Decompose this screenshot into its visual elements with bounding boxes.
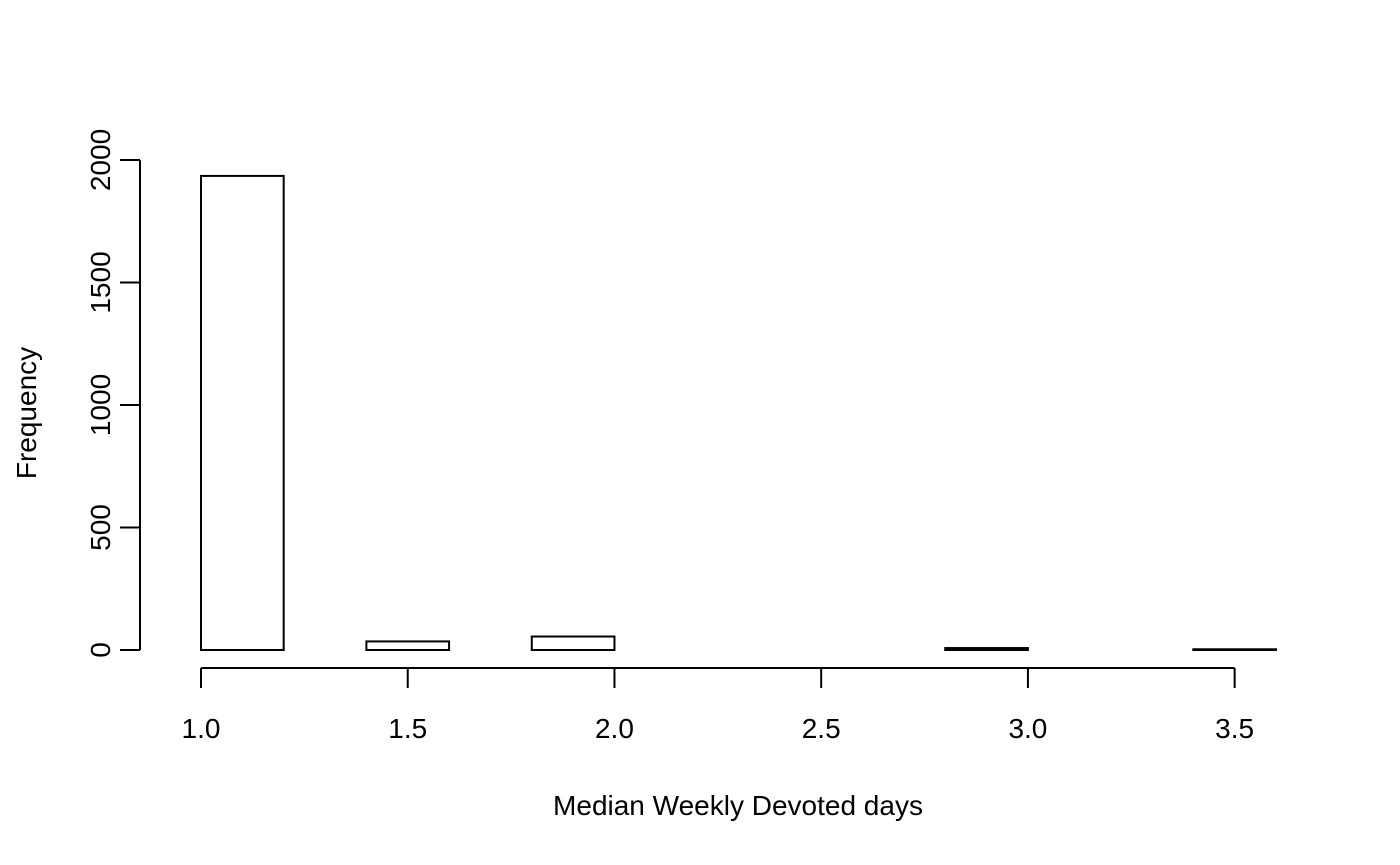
x-tick-label-2: 2.0 (595, 713, 634, 744)
y-tick-label-3: 1500 (85, 251, 116, 313)
histogram-bar-12 (1192, 648, 1278, 652)
y-axis: 0 500 1000 1500 2000 (85, 129, 141, 658)
y-tick-label-2: 1000 (85, 374, 116, 436)
x-ticks-group: 1.0 1.5 2.0 2.5 3.0 3.5 (182, 668, 1254, 744)
x-axis-label: Median Weekly Devoted days (553, 790, 923, 821)
y-tick-label-4: 2000 (85, 129, 116, 191)
histogram-bar-2 (365, 640, 451, 651)
x-axis: 1.0 1.5 2.0 2.5 3.0 3.5 (182, 667, 1254, 744)
histogram-bar-4 (530, 635, 616, 652)
y-ticks-group: 0 500 1000 1500 2000 (85, 129, 140, 658)
x-tick-label-1: 1.5 (388, 713, 427, 744)
y-tick-label-1: 500 (85, 504, 116, 551)
bars-group (200, 174, 1278, 652)
y-axis-label: Frequency (11, 347, 42, 479)
x-tick-label-3: 2.5 (802, 713, 841, 744)
x-tick-label-4: 3.0 (1008, 713, 1047, 744)
histogram-bar-0 (200, 174, 285, 652)
histogram-bar-9 (944, 647, 1029, 651)
y-tick-label-0: 0 (85, 642, 116, 658)
x-tick-label-0: 1.0 (182, 713, 221, 744)
x-tick-label-5: 3.5 (1215, 713, 1254, 744)
